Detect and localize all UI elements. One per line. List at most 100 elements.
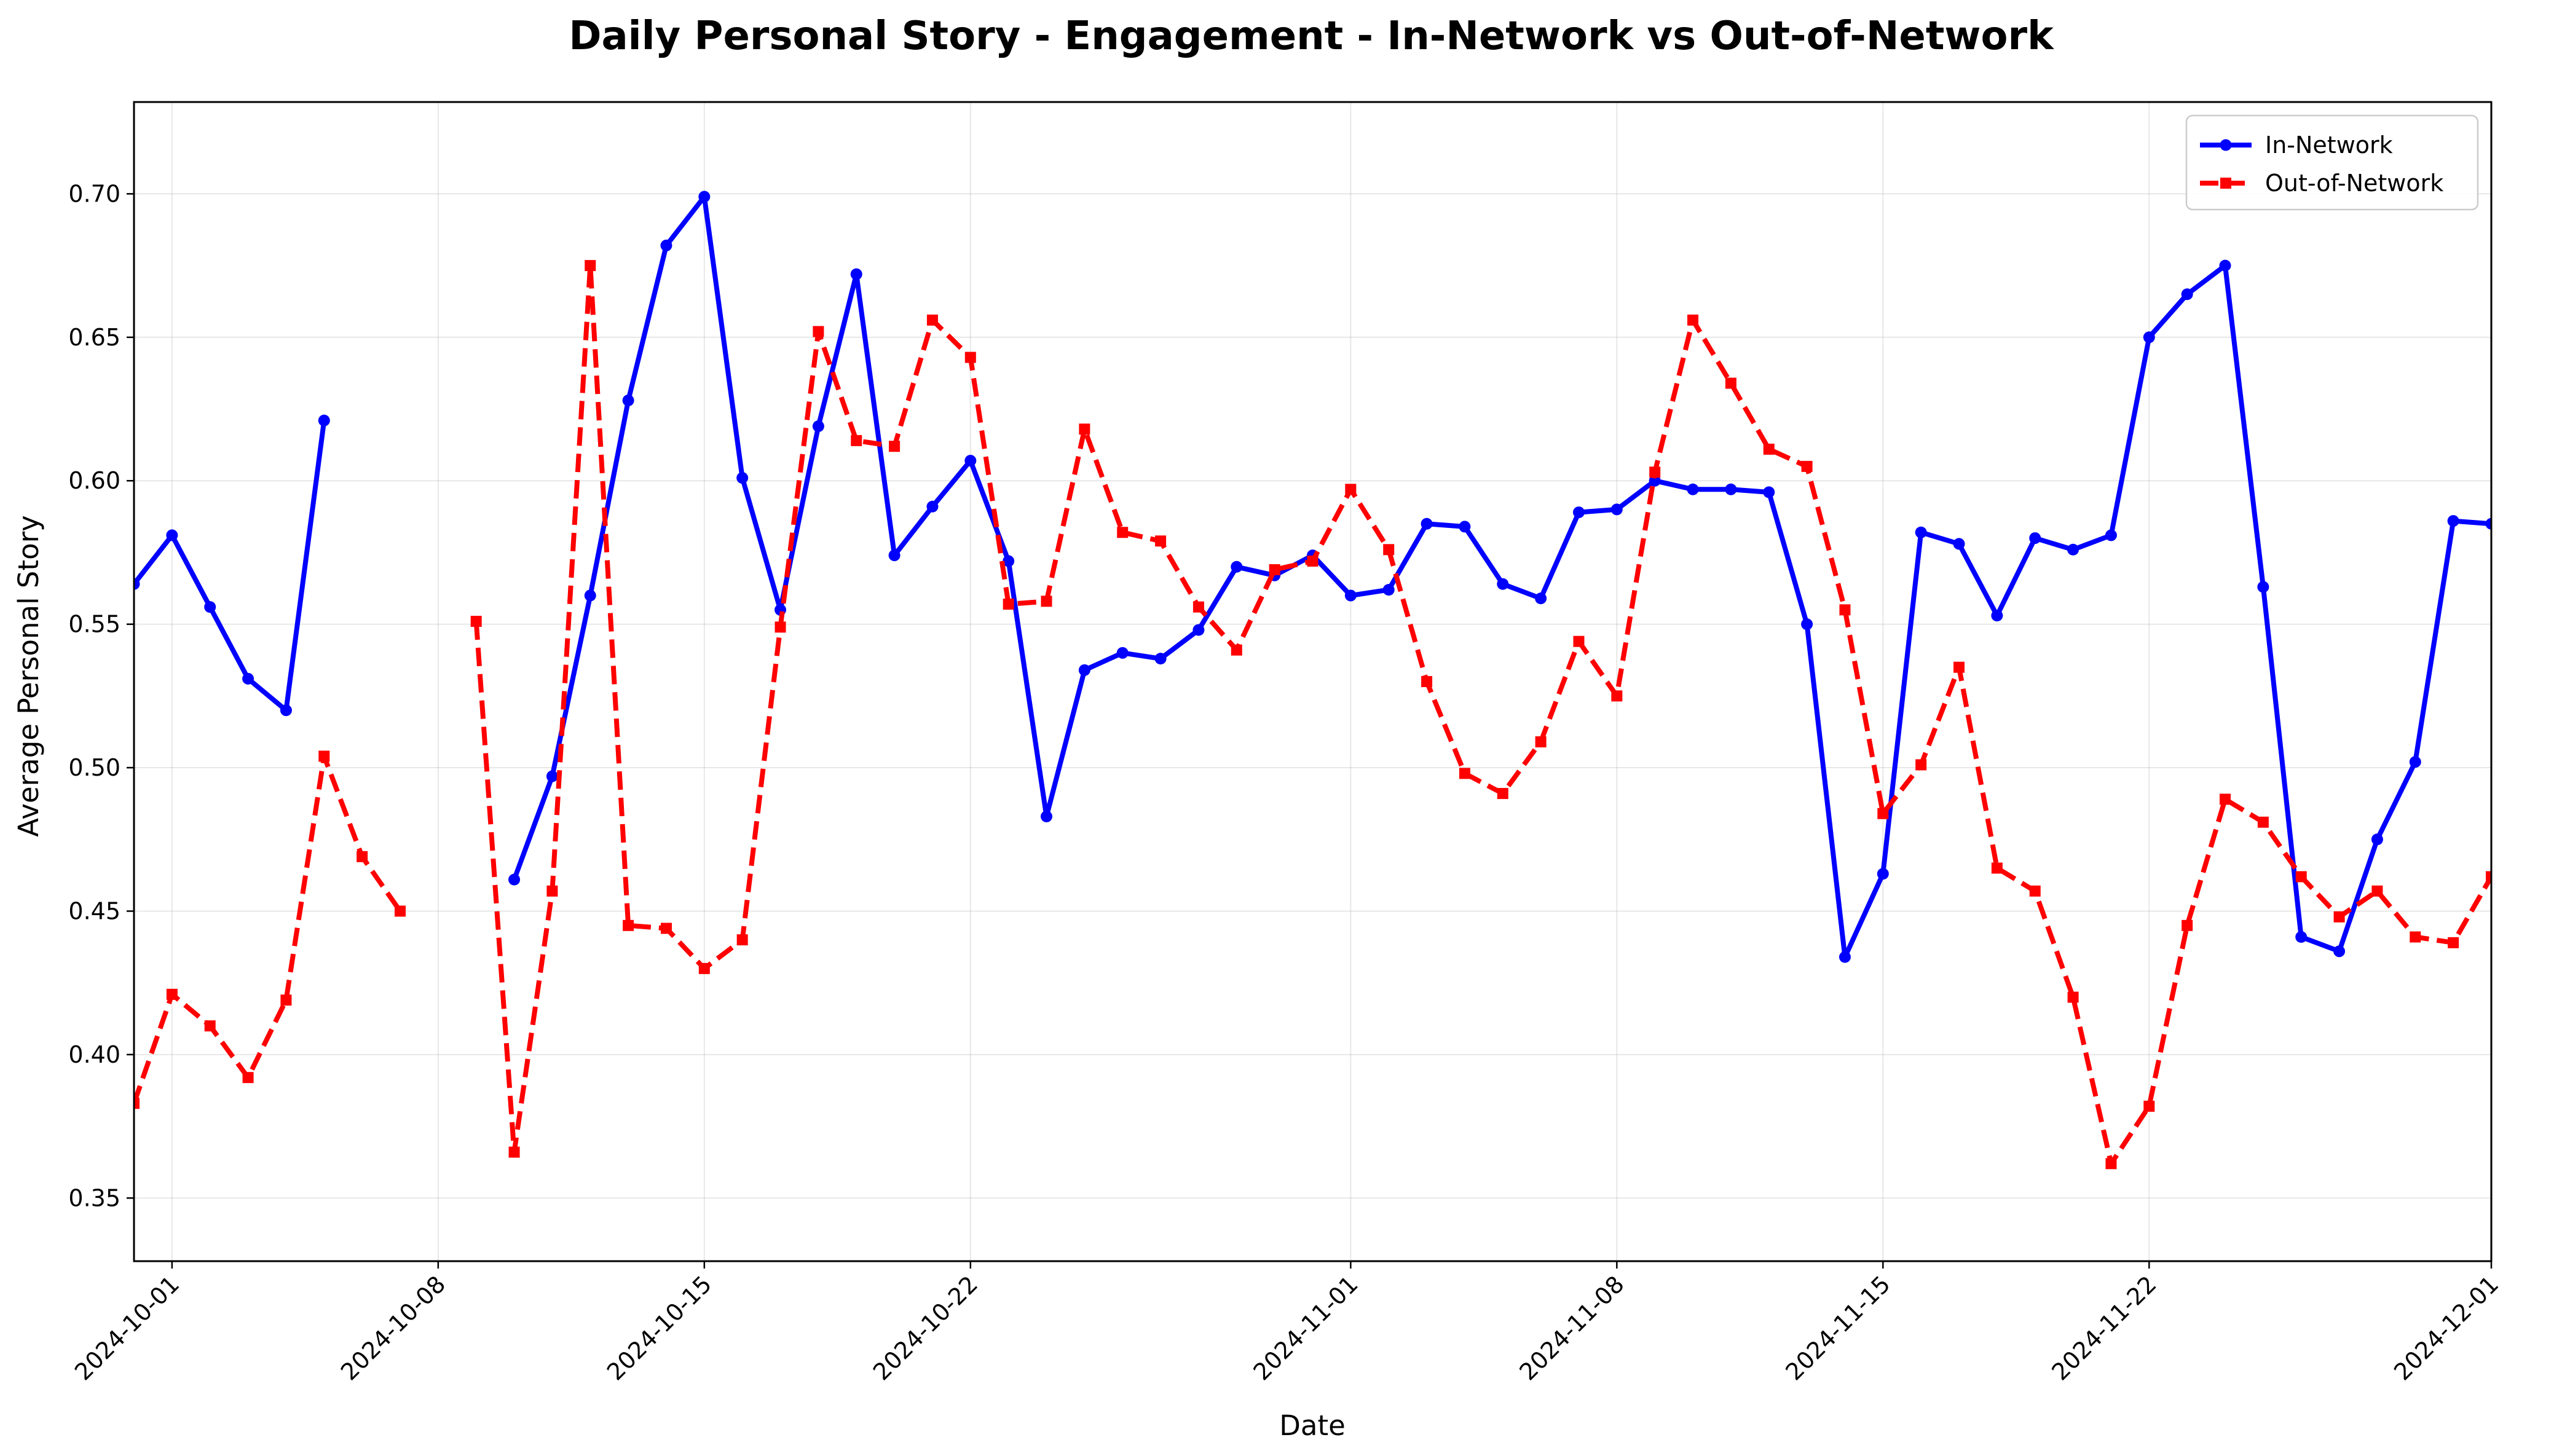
data-point-out-of-network xyxy=(1763,443,1775,455)
data-point-in-network xyxy=(736,472,749,484)
data-point-in-network xyxy=(584,589,596,602)
data-point-in-network xyxy=(1763,486,1775,498)
data-point-in-network xyxy=(1610,503,1623,516)
legend-label-out-of-network: Out-of-Network xyxy=(2265,170,2443,197)
data-point-in-network xyxy=(888,549,901,562)
data-point-in-network xyxy=(850,268,862,280)
data-point-in-network xyxy=(2219,259,2231,272)
data-point-out-of-network xyxy=(1687,314,1699,326)
x-tick-label: 2024-12-01 xyxy=(2389,1270,2504,1385)
legend: In-Network Out-of-Network xyxy=(2185,114,2479,211)
data-point-out-of-network xyxy=(623,919,634,931)
data-point-out-of-network xyxy=(134,1098,140,1109)
data-point-out-of-network xyxy=(2410,931,2421,943)
data-point-in-network xyxy=(2181,288,2193,301)
data-point-in-network xyxy=(1192,624,1205,636)
data-point-out-of-network xyxy=(1421,676,1433,687)
x-tick-label: 2024-10-22 xyxy=(868,1270,983,1385)
data-point-out-of-network xyxy=(1877,808,1889,819)
legend-marker-out-of-network xyxy=(2220,178,2231,189)
data-point-out-of-network xyxy=(1192,601,1204,613)
data-point-in-network xyxy=(1991,610,2003,622)
x-axis-label: Date xyxy=(1279,1409,1346,1442)
data-point-in-network xyxy=(1116,647,1129,659)
y-tick-label: 0.70 xyxy=(68,180,120,207)
data-point-out-of-network xyxy=(2295,871,2307,883)
data-point-out-of-network xyxy=(585,260,596,272)
data-point-in-network xyxy=(166,529,178,541)
data-point-out-of-network xyxy=(2333,911,2345,923)
grid xyxy=(134,102,2492,1261)
data-point-out-of-network xyxy=(889,441,901,452)
series-out-of-network xyxy=(134,260,2491,1170)
y-tick-label: 0.35 xyxy=(68,1184,120,1211)
data-point-in-network xyxy=(1915,526,1927,538)
data-point-out-of-network xyxy=(1117,527,1129,538)
data-point-in-network xyxy=(134,578,140,590)
x-tick-label: 2024-10-01 xyxy=(69,1270,184,1385)
data-point-in-network xyxy=(2067,543,2079,556)
data-point-out-of-network xyxy=(1497,788,1508,800)
data-point-out-of-network xyxy=(1269,564,1280,575)
series-layer xyxy=(134,191,2491,1170)
y-axis-label: Average Personal Story xyxy=(12,515,45,837)
data-point-out-of-network xyxy=(318,750,330,762)
data-point-out-of-network xyxy=(280,994,292,1006)
data-point-out-of-network xyxy=(736,934,748,946)
data-point-in-network xyxy=(1801,618,1813,631)
data-point-in-network xyxy=(1687,483,1699,495)
data-point-in-network xyxy=(1421,517,1433,530)
data-point-out-of-network xyxy=(1079,423,1090,435)
x-tick-label: 2024-10-08 xyxy=(336,1270,451,1385)
data-point-in-network xyxy=(242,672,254,685)
data-point-out-of-network xyxy=(2029,885,2041,897)
y-tick-label: 0.40 xyxy=(68,1041,120,1068)
data-point-out-of-network xyxy=(1383,544,1395,556)
data-point-out-of-network xyxy=(1839,604,1851,616)
x-tick-label: 2024-11-08 xyxy=(1514,1270,1629,1385)
data-point-in-network xyxy=(1572,506,1585,519)
data-point-in-network xyxy=(2143,331,2155,344)
data-point-in-network xyxy=(1231,561,1243,573)
data-point-out-of-network xyxy=(775,621,786,633)
data-point-in-network xyxy=(2295,931,2308,943)
data-point-out-of-network xyxy=(1725,377,1736,389)
data-point-in-network xyxy=(1877,868,1889,880)
data-point-in-network xyxy=(1725,483,1737,495)
y-tick-label: 0.55 xyxy=(68,611,120,638)
data-point-out-of-network xyxy=(2486,871,2491,883)
data-point-in-network xyxy=(1459,521,1471,533)
legend-box xyxy=(2185,114,2479,211)
data-point-in-network xyxy=(2447,515,2459,527)
data-point-out-of-network xyxy=(1003,598,1014,610)
data-point-in-network xyxy=(1497,578,1509,590)
data-point-out-of-network xyxy=(1535,736,1547,748)
data-point-out-of-network xyxy=(698,962,710,974)
legend-marker-in-network xyxy=(2220,139,2232,151)
data-point-in-network xyxy=(318,414,330,427)
data-point-out-of-network xyxy=(1231,644,1242,656)
data-point-out-of-network xyxy=(2182,919,2193,931)
data-point-out-of-network xyxy=(926,314,938,326)
series-line-out-of-network xyxy=(134,754,403,1104)
data-point-in-network xyxy=(698,191,711,203)
data-point-out-of-network xyxy=(166,988,178,1000)
data-point-out-of-network xyxy=(546,885,558,897)
data-point-out-of-network xyxy=(2448,937,2459,948)
data-point-in-network xyxy=(1154,653,1167,665)
data-point-out-of-network xyxy=(508,1146,520,1158)
data-point-in-network xyxy=(1382,584,1395,596)
series-line-in-network xyxy=(511,194,2491,960)
x-tick-label: 2024-11-15 xyxy=(1780,1270,1895,1385)
data-point-out-of-network xyxy=(2105,1158,2117,1170)
data-point-in-network xyxy=(204,601,216,613)
data-point-in-network xyxy=(2105,529,2117,541)
data-point-in-network xyxy=(1344,589,1357,602)
data-point-out-of-network xyxy=(2371,885,2383,897)
data-point-out-of-network xyxy=(1991,862,2003,874)
data-point-in-network xyxy=(2371,833,2383,846)
data-point-out-of-network xyxy=(2067,991,2079,1003)
data-point-in-network xyxy=(1003,555,1015,567)
data-point-out-of-network xyxy=(1573,636,1585,647)
data-point-in-network xyxy=(2333,945,2346,958)
